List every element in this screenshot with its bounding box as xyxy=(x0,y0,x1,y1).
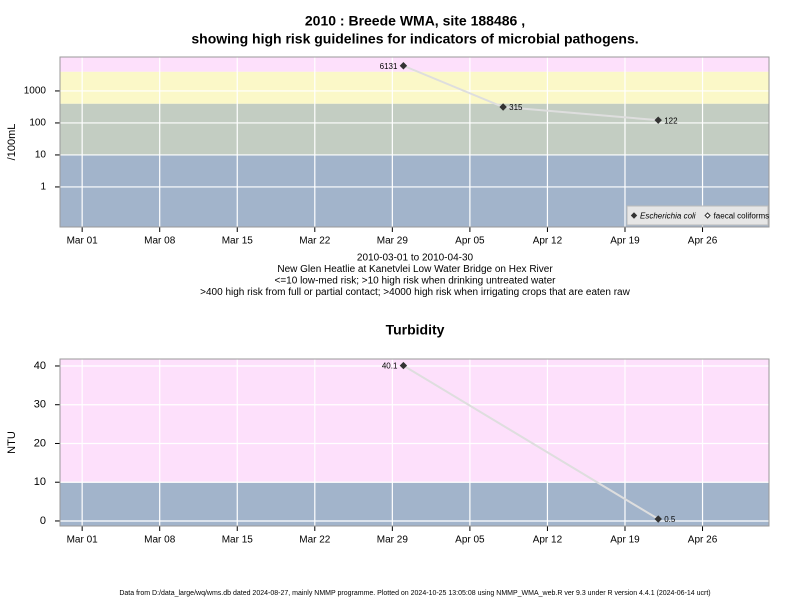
legend-label: faecal coliforms xyxy=(714,212,770,221)
x-tick-label: Mar 29 xyxy=(377,236,409,247)
x-tick-label: Mar 08 xyxy=(144,535,176,546)
series-line xyxy=(402,364,659,520)
x-tick-label: Apr 19 xyxy=(610,236,640,247)
x-tick-label: Mar 15 xyxy=(222,535,254,546)
x-tick-label: Mar 22 xyxy=(299,236,331,247)
y-tick-label: 40 xyxy=(34,360,46,372)
legend-symbol xyxy=(704,212,711,219)
caption-line: New Glen Heatlie at Kanetvlei Low Water … xyxy=(277,264,553,275)
x-tick-label: Mar 22 xyxy=(299,535,331,546)
point xyxy=(399,62,408,70)
risk-band xyxy=(60,359,769,483)
x-tick-label: Apr 26 xyxy=(688,236,718,247)
chart-subtitle: showing high risk guidelines for indicat… xyxy=(191,31,638,47)
caption-line: >400 high risk from full or partial cont… xyxy=(200,287,630,298)
data-label: 0.5 xyxy=(664,515,676,524)
legend-symbol xyxy=(630,212,638,219)
point xyxy=(499,103,507,111)
y-tick-label: 1000 xyxy=(24,86,47,97)
point xyxy=(654,116,662,124)
data-label: 40.1 xyxy=(382,362,398,371)
x-tick-label: Apr 05 xyxy=(455,535,485,546)
legend-label: Escherichia coli xyxy=(640,212,696,221)
plot-frame xyxy=(59,358,770,527)
plot-frame xyxy=(59,56,770,228)
x-tick-label: Mar 29 xyxy=(377,535,409,546)
y-tick-label: 1 xyxy=(40,182,46,193)
x-tick-label: Mar 15 xyxy=(222,236,254,247)
legend-box xyxy=(626,205,769,226)
x-tick-label: Apr 26 xyxy=(688,535,718,546)
point xyxy=(654,515,662,523)
x-tick-label: Apr 05 xyxy=(455,236,485,247)
caption-line: 2010-03-01 to 2010-04-30 xyxy=(357,253,474,264)
risk-band xyxy=(60,71,769,104)
x-tick-label: Mar 01 xyxy=(67,535,99,546)
data-label: 6131 xyxy=(380,62,398,71)
x-tick-label: Apr 12 xyxy=(533,236,563,247)
x-tick-label: Apr 19 xyxy=(610,535,640,546)
footer: Data from D:/data_large/wq/wms.db dated … xyxy=(119,590,710,597)
x-tick-label: Mar 08 xyxy=(144,236,176,247)
y-axis-label: /100mL xyxy=(6,124,18,161)
risk-band xyxy=(60,103,769,155)
x-tick-label: Apr 12 xyxy=(533,535,563,546)
y-tick-label: 20 xyxy=(34,437,46,449)
risk-band xyxy=(60,482,769,526)
y-tick-label: 30 xyxy=(34,399,46,411)
point xyxy=(399,361,408,370)
caption-line: <=10 low-med risk; >10 high risk when dr… xyxy=(275,276,557,287)
chart-title: 2010 : Breede WMA, site 188486 , xyxy=(305,13,525,29)
panel-title: Turbidity xyxy=(386,322,445,338)
y-tick-label: 100 xyxy=(29,118,46,129)
y-axis-label: NTU xyxy=(6,431,18,454)
y-tick-label: 0 xyxy=(40,515,46,527)
data-label: 122 xyxy=(664,116,678,125)
data-label: 315 xyxy=(509,103,523,112)
y-tick-label: 10 xyxy=(35,150,47,161)
x-tick-label: Mar 01 xyxy=(67,236,99,247)
y-tick-label: 10 xyxy=(34,476,46,488)
